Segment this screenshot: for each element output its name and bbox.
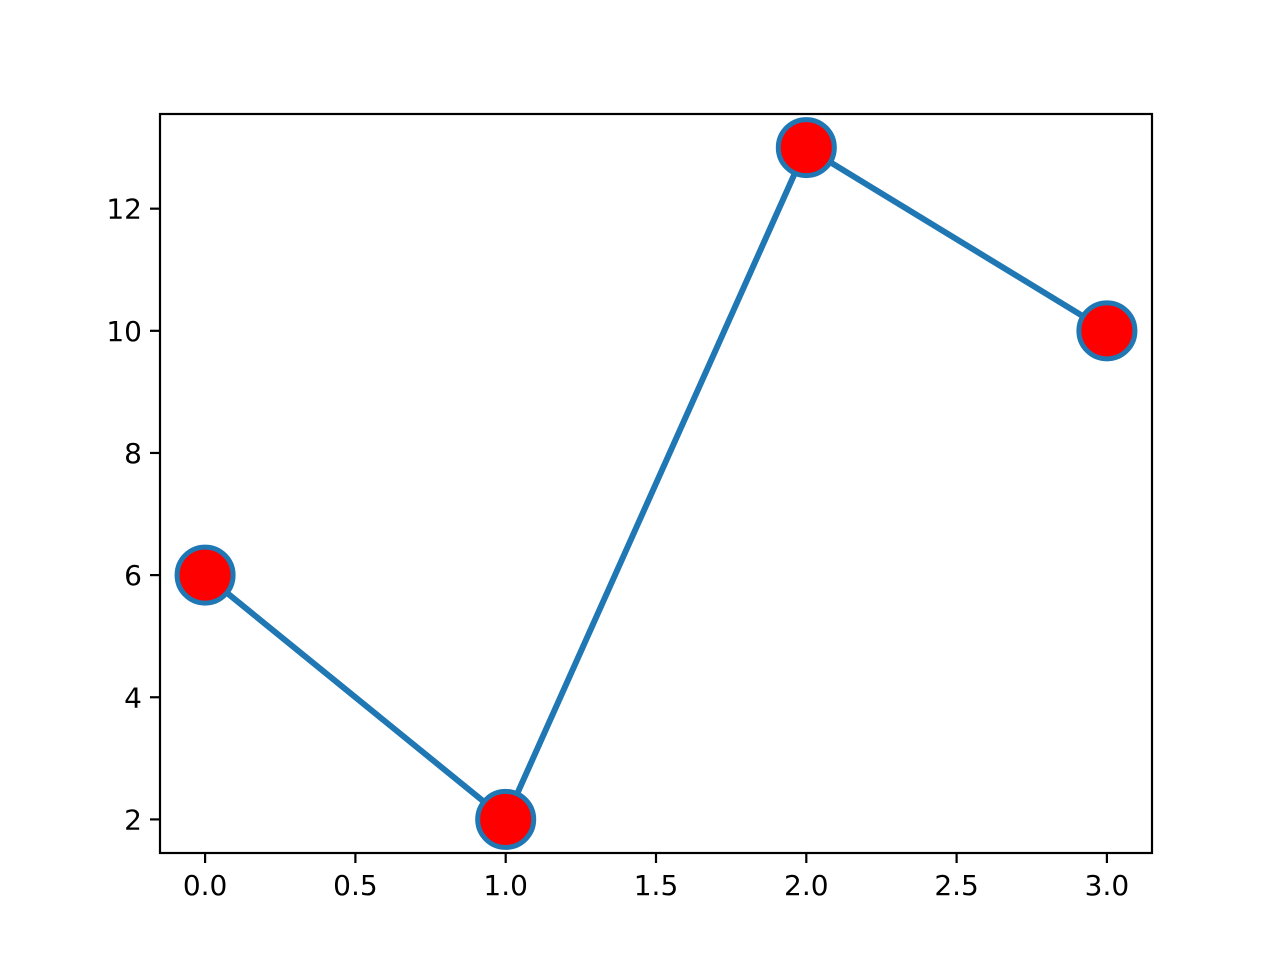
x-tick-label: 0.0 — [183, 869, 228, 902]
x-tick-label: 2.5 — [934, 869, 979, 902]
x-tick-label: 1.0 — [483, 869, 528, 902]
x-tick-label: 1.5 — [634, 869, 679, 902]
data-point-marker — [475, 788, 537, 850]
y-tick-label: 2 — [124, 803, 142, 836]
x-tick-label: 2.0 — [784, 869, 829, 902]
y-tick-label: 4 — [124, 681, 142, 714]
x-tick-label: 0.5 — [333, 869, 378, 902]
y-tick-label: 8 — [124, 437, 142, 470]
data-point-marker — [1076, 300, 1138, 362]
y-tick-label: 10 — [106, 315, 142, 348]
data-point-marker — [174, 544, 236, 606]
x-tick-label: 3.0 — [1085, 869, 1130, 902]
y-tick-label: 6 — [124, 559, 142, 592]
data-line — [202, 144, 1110, 823]
data-point-marker — [775, 117, 837, 179]
y-tick-label: 12 — [106, 193, 142, 226]
axes-spines — [158, 112, 1154, 855]
